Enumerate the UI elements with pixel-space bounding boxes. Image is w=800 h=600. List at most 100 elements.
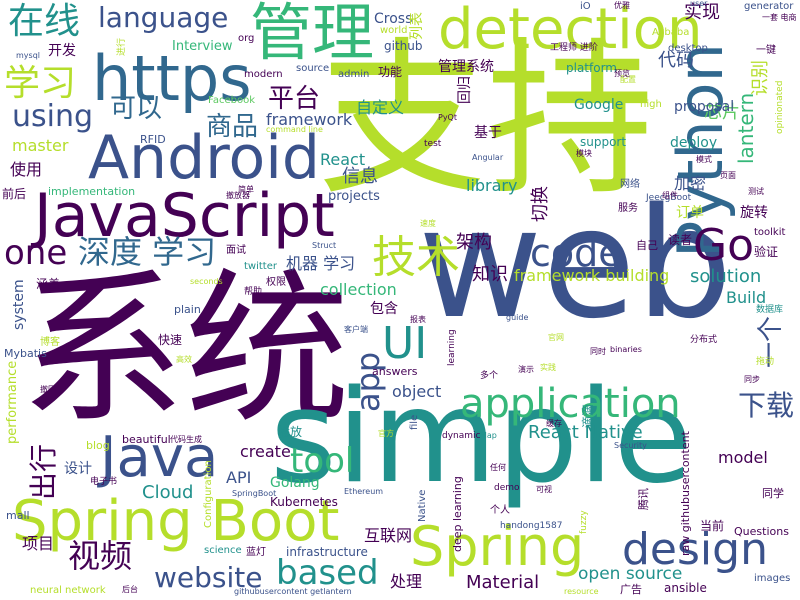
word-fuwu: 服务 bbox=[618, 203, 638, 214]
word-website: website bbox=[154, 561, 263, 594]
word-golang: Golang bbox=[270, 475, 320, 491]
word-resource: resource bbox=[564, 587, 599, 596]
word-android: Android bbox=[88, 123, 320, 193]
word-demo: demo bbox=[494, 483, 520, 493]
word-duoge: 多个 bbox=[480, 371, 499, 381]
word-yijian: 一键 bbox=[756, 45, 776, 56]
word-huigui: 回归 bbox=[457, 76, 473, 104]
word-beautiful: beautiful bbox=[122, 433, 171, 446]
word-learning: learning bbox=[447, 329, 457, 366]
word-platform: platform bbox=[566, 61, 617, 75]
word-guanlixitong: 管理系统 bbox=[438, 59, 494, 75]
word-keyi: 可以 bbox=[110, 94, 163, 124]
word-pyqt: PyQt bbox=[438, 113, 457, 122]
word-answers: answers bbox=[372, 365, 418, 378]
word-ziji: 自己 bbox=[636, 239, 658, 252]
word-cloud: Cloud bbox=[142, 482, 194, 503]
word-xinxi: 信息 bbox=[342, 166, 378, 187]
word-guanwang: 官网 bbox=[548, 333, 564, 342]
word-shipin: 视频 bbox=[68, 537, 133, 575]
word-native: Native bbox=[417, 489, 428, 522]
word-https: https bbox=[92, 42, 252, 115]
word-deploy: deploy bbox=[670, 135, 718, 151]
word-jiyu: 基于 bbox=[474, 125, 502, 141]
word-build: Build bbox=[726, 288, 767, 307]
word-desktop: desktop bbox=[668, 43, 708, 54]
word-chefangqi: 撤放器 bbox=[226, 191, 250, 200]
word-jiandan: 简单 bbox=[238, 185, 254, 194]
word-lantern: lantern bbox=[734, 92, 758, 164]
word-open-source: open source bbox=[578, 564, 683, 584]
word-bofang: 播放 bbox=[278, 425, 303, 439]
word-implementation: implementation bbox=[48, 185, 136, 198]
word-alibaba: Alibaba bbox=[652, 27, 690, 38]
word-quanxian: 权限 bbox=[266, 277, 286, 288]
word-dianzishu: 电子书 bbox=[90, 477, 118, 487]
word-seconds: seconds bbox=[190, 277, 223, 286]
word-yanshi: 演示 bbox=[518, 365, 534, 374]
word-kuaisu: 快速 bbox=[158, 333, 183, 347]
word-tuodong: 拖动 bbox=[756, 357, 775, 367]
word-support: support bbox=[580, 135, 627, 149]
word-jishu: 技术 bbox=[372, 232, 460, 283]
word-dangqian: 当前 bbox=[700, 519, 725, 533]
word-shangpin: 商品 bbox=[206, 112, 259, 142]
word-boke: 博客 bbox=[40, 337, 60, 348]
word-gaoxiao: 高效 bbox=[176, 355, 192, 364]
word-simple: simple bbox=[270, 363, 693, 512]
word-hangai: 涵盖 bbox=[36, 277, 61, 291]
word-ethereum: Ethereum bbox=[344, 487, 384, 496]
word-zhichi: 支持 bbox=[318, 22, 654, 218]
word-plain: plain bbox=[174, 303, 201, 316]
word-handong1587: handong1587 bbox=[500, 521, 563, 531]
word-daimashengcheng: 代码生成 bbox=[170, 435, 202, 444]
word-design: design bbox=[622, 524, 768, 575]
word-application: application bbox=[460, 381, 681, 427]
word-io: iO bbox=[580, 1, 591, 12]
word-language: language bbox=[98, 1, 229, 34]
word-guide: guide bbox=[506, 313, 529, 322]
word-world: world bbox=[380, 25, 408, 36]
word-yitao-dianshang: 一套 电商 bbox=[762, 13, 797, 22]
word-sheji: 设计 bbox=[64, 461, 92, 477]
word-deep-learning: deep learning bbox=[451, 476, 464, 552]
word-ceshi: 测试 bbox=[748, 187, 764, 196]
word-cross: Cross bbox=[374, 11, 413, 27]
word-fenbushi: 分布式 bbox=[690, 335, 718, 345]
word-landeng: 蓝灯 bbox=[246, 547, 266, 558]
word-projects: projects bbox=[328, 189, 380, 204]
word-model: model bbox=[718, 448, 768, 467]
word-based: based bbox=[276, 553, 379, 593]
word-tongxue: 同学 bbox=[762, 487, 784, 500]
word-guanli: 管理 bbox=[250, 0, 375, 69]
word-kubernetes: Kubernetes bbox=[270, 495, 338, 509]
word-pingtai: 平台 bbox=[268, 84, 321, 114]
word-modern: modern bbox=[244, 69, 283, 80]
word-tongbu: 同步 bbox=[744, 375, 760, 384]
word-ui: UI bbox=[382, 318, 428, 369]
word-xinpian: 芯片 bbox=[704, 102, 740, 123]
word-dingdan: 订单 bbox=[676, 205, 704, 221]
word-api: API bbox=[226, 468, 252, 487]
word-duzhe: 读者 bbox=[668, 233, 693, 247]
word-shendu-xuexi: 深度 学习 bbox=[78, 233, 217, 271]
word-houtai: 后台 bbox=[122, 585, 138, 594]
word-mybatis: Mybatis bbox=[4, 347, 47, 360]
word-create: create bbox=[240, 442, 291, 461]
word-blog: blog bbox=[86, 439, 110, 452]
word-shibie: 识别 bbox=[750, 60, 771, 96]
word-peizhi: 配置 bbox=[620, 75, 636, 84]
word-tongshi: 同时 bbox=[590, 347, 606, 356]
word-yanzheng: 验证 bbox=[754, 245, 779, 259]
word-guanggao: 广告 bbox=[620, 583, 642, 596]
word-jeecgboot: JeecgBoot bbox=[646, 193, 692, 203]
word-huancun: 缓存 bbox=[546, 419, 562, 428]
word-jiagou: 架构 bbox=[456, 232, 492, 253]
word-geren: 个人 bbox=[490, 505, 510, 516]
word-qiehuan: 切换 bbox=[530, 186, 551, 222]
word-baobiao: 报表 bbox=[410, 315, 426, 324]
word-dynamic: dynamic bbox=[442, 431, 481, 441]
word-library: library bbox=[466, 176, 518, 195]
word-shiyong: 使用 bbox=[10, 160, 43, 179]
word-framework: framework bbox=[266, 110, 353, 129]
